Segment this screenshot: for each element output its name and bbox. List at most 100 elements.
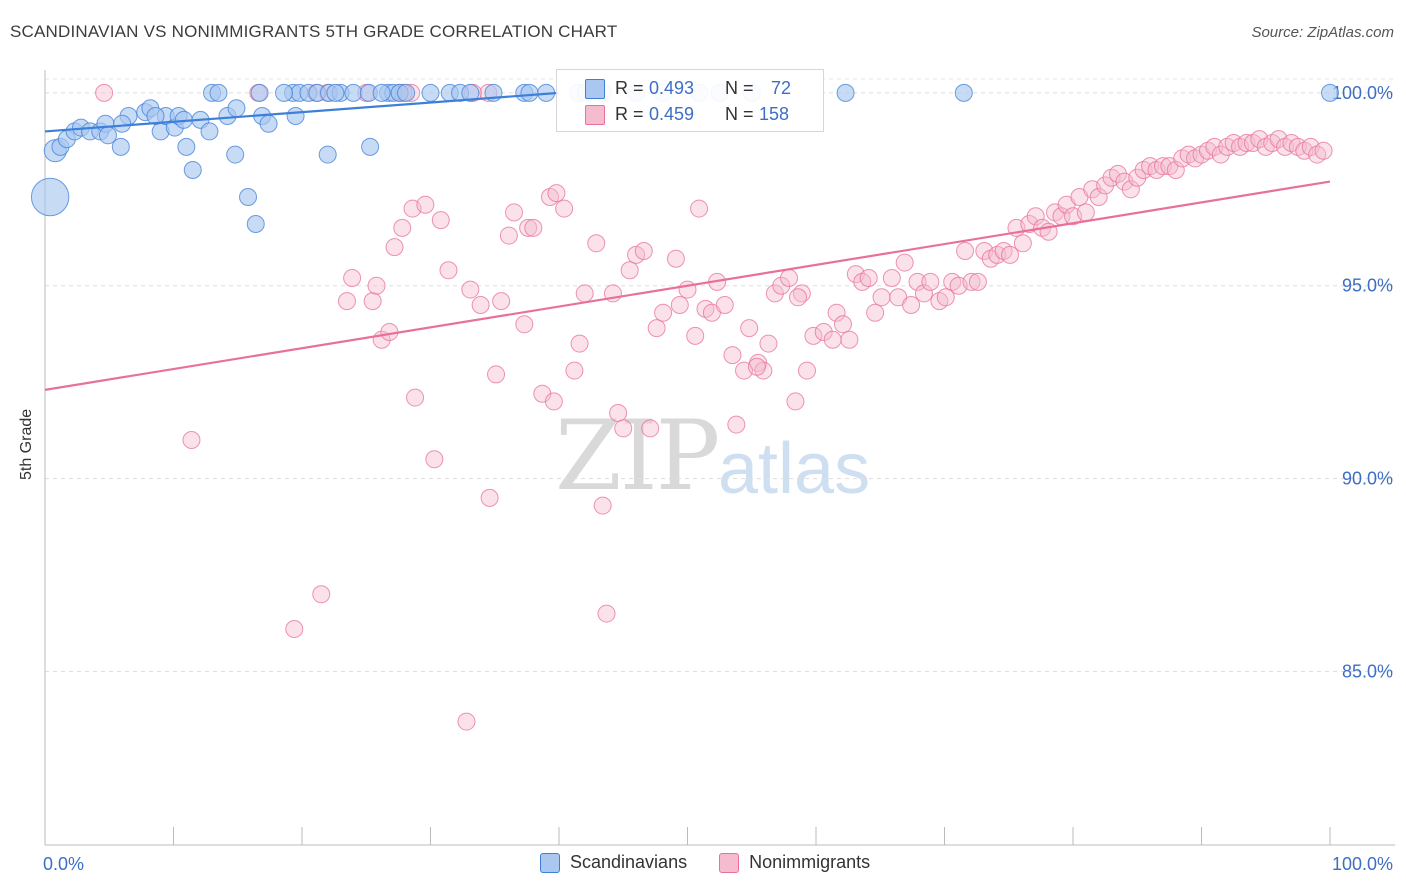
nonimmigrant-point: [393, 218, 412, 237]
nonimmigrant-point: [499, 226, 518, 245]
nonimmigrant-point: [866, 303, 885, 322]
nonimmigrant-point: [921, 272, 940, 291]
nonimmigrant-point: [772, 276, 791, 295]
scandinavian-point: [177, 137, 196, 156]
scandinavian-point: [318, 145, 337, 164]
x-tick-label: 0.0%: [43, 854, 84, 874]
y-tick-label: 85.0%: [1342, 661, 1393, 681]
stats-row-nonimmigrants: R = 0.459 N = 158: [557, 101, 823, 127]
nonimmigrant-point: [798, 361, 817, 380]
r-value: 0.459: [649, 104, 695, 124]
nonimmigrant-point: [1001, 245, 1020, 264]
nonimmigrant-point: [425, 450, 444, 469]
nonimmigrant-point: [872, 288, 891, 307]
nonimmigrant-point: [593, 496, 612, 515]
nonimmigrant-point: [1121, 180, 1140, 199]
r-label: R =: [615, 104, 644, 124]
nonimmigrant-point: [827, 303, 846, 322]
legend-label-scandinavians: Scandinavians: [570, 852, 688, 872]
n-label: N =: [725, 104, 754, 124]
nonimmigrant-point: [765, 284, 784, 303]
nonimmigrant-point: [457, 712, 476, 731]
watermark-zip: ZIP: [555, 400, 720, 512]
scandinavian-point: [111, 137, 130, 156]
scandinavian-point: [209, 83, 228, 102]
nonimmigrant-point: [570, 334, 589, 353]
scandinavian-point: [226, 145, 245, 164]
nonimmigrant-point: [814, 323, 833, 341]
nonimmigrant-point: [505, 203, 524, 222]
nonimmigrant-point: [587, 234, 606, 253]
nonimmigrant-point: [343, 269, 362, 287]
r-value: 0.493: [649, 78, 695, 98]
nonimmigrant-point: [555, 199, 574, 218]
r-label: R =: [615, 78, 644, 98]
nonimmigrant-point: [367, 276, 386, 295]
scandinavian-point: [421, 83, 440, 102]
nonimmigrant-point: [859, 269, 878, 287]
scandinavian-point: [259, 114, 278, 133]
nonimmigrant-point: [747, 357, 766, 376]
nonimmigrant-point: [565, 361, 584, 380]
scandinavian-point: [246, 215, 265, 233]
nonimmigrant-point: [686, 326, 705, 345]
nonimmigrant-point: [515, 315, 534, 334]
nonimmigrant-point: [1205, 137, 1224, 156]
legend-item-nonimmigrants[interactable]: Nonimmigrants: [719, 852, 870, 873]
legend-label-nonimmigrants: Nonimmigrants: [749, 852, 871, 872]
n-value: 158: [759, 104, 790, 124]
scandinavian-point: [98, 126, 117, 145]
nonimmigrant-point: [968, 272, 987, 291]
legend-item-scandinavians[interactable]: Scandinavians: [540, 852, 687, 873]
nonimmigrant-point: [385, 238, 404, 257]
scandinavian-point: [286, 107, 305, 125]
nonimmigrant-point: [461, 280, 480, 299]
y-tick-label: 95.0%: [1342, 276, 1393, 296]
nonimmigrant-point: [1211, 145, 1230, 164]
nonimmigrant-point: [780, 269, 799, 287]
nonimmigrant-point: [182, 431, 201, 449]
nonimmigrant-point: [956, 242, 975, 260]
nonimmigrant-point: [620, 261, 639, 280]
nonimmigrant-point: [1096, 176, 1115, 195]
nonimmigrant-point: [962, 272, 981, 291]
nonimmigrant-point: [715, 296, 734, 314]
nonimmigrant-point: [487, 365, 506, 384]
nonimmigrants-legend-swatch: [719, 852, 740, 873]
nonimmigrant-point: [95, 83, 114, 102]
scandinavians-legend-swatch: [540, 852, 560, 873]
nonimmigrant-point: [1314, 141, 1333, 160]
nonimmigrant-point: [759, 334, 778, 353]
stats-row-scandinavians: R = 0.493 N = 72: [557, 75, 823, 101]
nonimmigrant-point: [524, 218, 543, 237]
nonimmigrant-point: [609, 404, 628, 422]
y-tick-label: 100.0%: [1332, 83, 1393, 103]
nonimmigrant-point: [1166, 161, 1185, 179]
scandinavian-trendline: [44, 91, 560, 133]
nonimmigrant-point: [654, 303, 673, 322]
source-credit: Source: ZipAtlas.com: [1251, 24, 1394, 41]
watermark-atlas: atlas: [718, 429, 871, 509]
nonimmigrant-point: [597, 604, 616, 623]
nonimmigrant-point: [337, 292, 356, 311]
nonimmigrant-point: [678, 280, 697, 299]
nonimmigrant-point: [614, 419, 633, 438]
scandinavian-point: [227, 99, 246, 118]
scandinavian-point: [520, 83, 539, 102]
nonimmigrant-point: [804, 326, 823, 345]
nonimmigrant-point: [666, 249, 685, 268]
nonimmigrant-point: [902, 296, 921, 314]
nonimmigrant-point: [1013, 234, 1032, 253]
scandinavian-point: [30, 177, 70, 217]
scandinavian-point: [372, 83, 391, 102]
scandinavian-point: [1321, 83, 1339, 102]
stats-legend: R = 0.493 N = 72 R = 0.459 N = 158: [556, 69, 824, 132]
scandinavian-point: [113, 114, 132, 133]
nonimmigrant-point: [285, 620, 304, 638]
nonimmigrant-point: [670, 296, 689, 314]
scandinavian-point: [397, 83, 416, 102]
n-label: N =: [725, 78, 754, 98]
scandinavian-point: [836, 83, 855, 102]
bottom-legend: Scandinavians Nonimmigrants: [540, 852, 902, 873]
